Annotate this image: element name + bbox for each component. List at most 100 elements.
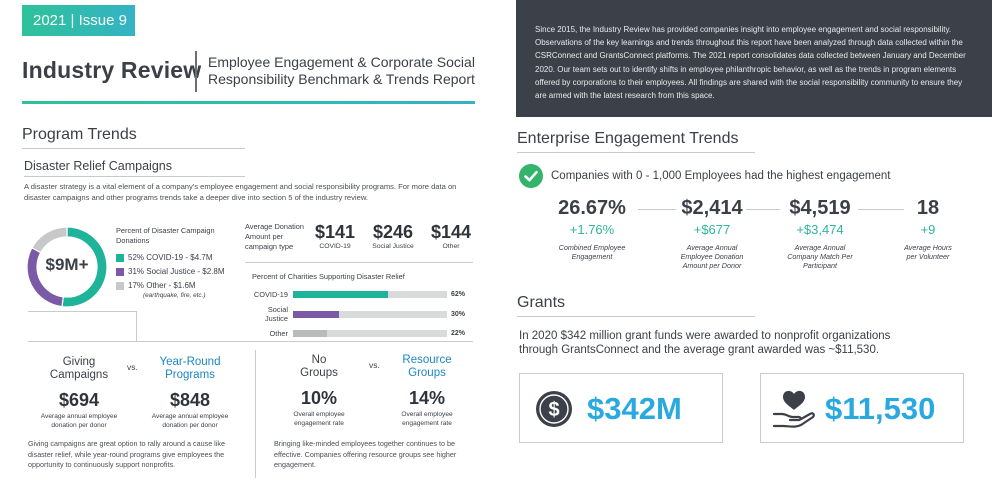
charity-bar-fill (293, 310, 340, 318)
giving-body: Giving campaigns are great option to ral… (28, 439, 225, 469)
giving-note: Average annual employee donation per don… (34, 413, 124, 430)
grants-text-line1: In 2020 $342 million grant funds were aw… (519, 330, 891, 342)
legend-item-social-justice: 31% Social Justice - $2.8M (116, 267, 225, 276)
stat-company-match-delta: +$3,474 (796, 222, 844, 237)
avg-donation-amount-covid: $141 (314, 222, 356, 242)
no-groups-amount: 10% (300, 388, 338, 408)
legend-label-other: 17% Other - $1.6M (128, 281, 196, 290)
stat-company-match-note-line1: Average Annual (794, 243, 846, 252)
dollar-coin-icon: $ (535, 390, 573, 428)
giving-note-line1: Average annual employee (40, 413, 118, 420)
stat-volunteer-hours-note: Average Hours per Volunteer (898, 243, 958, 261)
avg-donation-label: Average Donation Amount per campaign typ… (245, 222, 305, 251)
resource-groups-note: Overall employee engagement rate (382, 411, 472, 428)
stat-volunteer-hours-note-line2: per Volunteer (906, 252, 950, 261)
avg-donation-label-other: Other (442, 243, 460, 250)
legend-label-covid: 52% COVID-19 - $4.7M (128, 253, 213, 262)
grant-average-value: $11,530 (825, 391, 936, 426)
stat-company-match-note-line2: Company Match Per (787, 252, 853, 261)
charities-title: Percent of Charities Supporting Disaster… (252, 272, 405, 281)
intro-box: Since 2015, the Industry Review has prov… (516, 0, 992, 117)
grants-text: In 2020 $342 million grant funds were aw… (519, 329, 890, 357)
no-groups-note-line1: Overall employee (293, 411, 345, 418)
stat-engagement-note-line1: Combined Employee (558, 243, 626, 252)
stat-volunteer-hours-delta: +9 (920, 222, 936, 237)
giving-campaigns-head: Giving Campaigns (34, 356, 124, 382)
avg-donation-label-covid: COVID-19 (319, 243, 351, 250)
giving-head-line2: Campaigns (49, 369, 109, 381)
charity-bar-pct: 22% (450, 330, 465, 337)
donut-segment-other (31, 226, 68, 254)
avg-donation-covid: $141 COVID-19 (310, 222, 360, 250)
legend-note: (earthquake, fire, etc.) (143, 292, 206, 299)
grant-total-card: $ $342M (519, 373, 723, 443)
stat-company-match-note: Average Annual Company Match Per Partici… (776, 243, 864, 270)
donut-legend: 52% COVID-19 - $4.7M 31% Social Justice … (116, 253, 225, 299)
check-circle-icon (519, 164, 543, 188)
title-divider (195, 51, 197, 92)
stat-connector-3 (858, 209, 904, 210)
giving-vs: vs. (127, 362, 138, 372)
intro-text: Since 2015, the Industry Review has prov… (535, 25, 966, 101)
grants-text-line2: through GrantsConnect and the average gr… (519, 344, 880, 356)
donut-title: Percent of Disaster Campaign Donations (116, 226, 215, 245)
disaster-rule (24, 176, 245, 177)
stat-employee-donation-note-line3: Amount per Donor (682, 261, 742, 270)
stat-employee-donation-note-line2: Employee Donation (680, 252, 744, 261)
charity-bar-label: Other (269, 329, 288, 338)
charity-bar-track (293, 310, 447, 318)
legend-swatch-other (116, 281, 124, 290)
charity-bar-label: Social Justice (264, 305, 288, 323)
stat-company-match-value: $4,519 (789, 197, 851, 219)
stat-engagement-note-line2: Engagement (571, 252, 613, 261)
stat-engagement-delta: +1.76% (569, 222, 615, 237)
giving-amount: $694 (58, 390, 100, 410)
avg-donation-label-social-justice: Social Justice (372, 243, 414, 250)
stat-volunteer-hours-value: 18 (916, 197, 940, 219)
stat-employee-donation: $2,414 +$677 Average Annual Employee Don… (671, 197, 753, 270)
charity-bar-row: Other 22% (245, 329, 465, 338)
charity-bar-track (293, 291, 447, 298)
avg-donation-other: $144 Other (426, 222, 476, 250)
charity-bar-pct: 62% (450, 291, 465, 298)
connector-rule (28, 311, 136, 312)
giving-note-line2: donation per donor (51, 421, 107, 429)
no-groups-note-line2: engagement rate (294, 419, 344, 427)
resource-groups-head-line1: Resource (402, 354, 452, 366)
grant-average-card: $11,530 (760, 373, 964, 443)
year-round-note-line1: Average annual employee (151, 413, 229, 420)
program-trends-heading: Program Trends (22, 126, 137, 143)
section-rule (28, 341, 473, 342)
vs-divider (255, 350, 256, 478)
groups-vs: vs. (369, 360, 380, 370)
subtitle-line-1: Employee Engagement & Corporate Social (208, 54, 475, 70)
stat-employee-donation-delta: +$677 (693, 222, 731, 237)
subtitle-line-2: Responsibility Benchmark & Trends Report (208, 71, 475, 87)
legend-swatch-social-justice (116, 267, 124, 276)
charities-bar-chart: COVID-19 62% Social Justice 30% Other 22% (245, 290, 465, 344)
grants-heading: Grants (517, 294, 566, 311)
stat-engagement: 26.67% +1.76% Combined Employee Engageme… (546, 197, 638, 261)
avg-donation-amount-other: $144 (430, 222, 472, 242)
year-round-head-line2: Programs (165, 369, 215, 381)
year-round-note-line2: donation per donor (162, 421, 218, 429)
year-round-note: Average annual employee donation per don… (145, 413, 235, 430)
charity-bar-pct: 30% (450, 310, 465, 318)
stat-volunteer-hours-note-line1: Average Hours (904, 243, 952, 252)
donut-svg (26, 226, 108, 308)
program-trends-rule (22, 148, 245, 149)
legend-swatch-covid (116, 253, 124, 262)
legend-label-social-justice: 31% Social Justice - $2.8M (128, 267, 225, 276)
resource-groups-note-line1: Overall employee (401, 411, 453, 418)
groups-body: Bringing like-minded employees together … (274, 439, 457, 469)
title-underline (22, 101, 475, 104)
stat-employee-donation-note: Average Annual Employee Donation Amount … (671, 243, 753, 270)
no-groups-head: No Groups (274, 354, 364, 380)
charity-bar-fill (293, 291, 389, 298)
charity-bar-row: Social Justice 30% (245, 305, 465, 323)
stat-connector-2 (746, 209, 780, 210)
stat-company-match-note-line3: Participant (803, 261, 837, 270)
year-round-head: Year-Round Programs (145, 356, 235, 382)
resource-groups-head: Resource Groups (382, 354, 472, 380)
connector-vertical (136, 311, 137, 341)
